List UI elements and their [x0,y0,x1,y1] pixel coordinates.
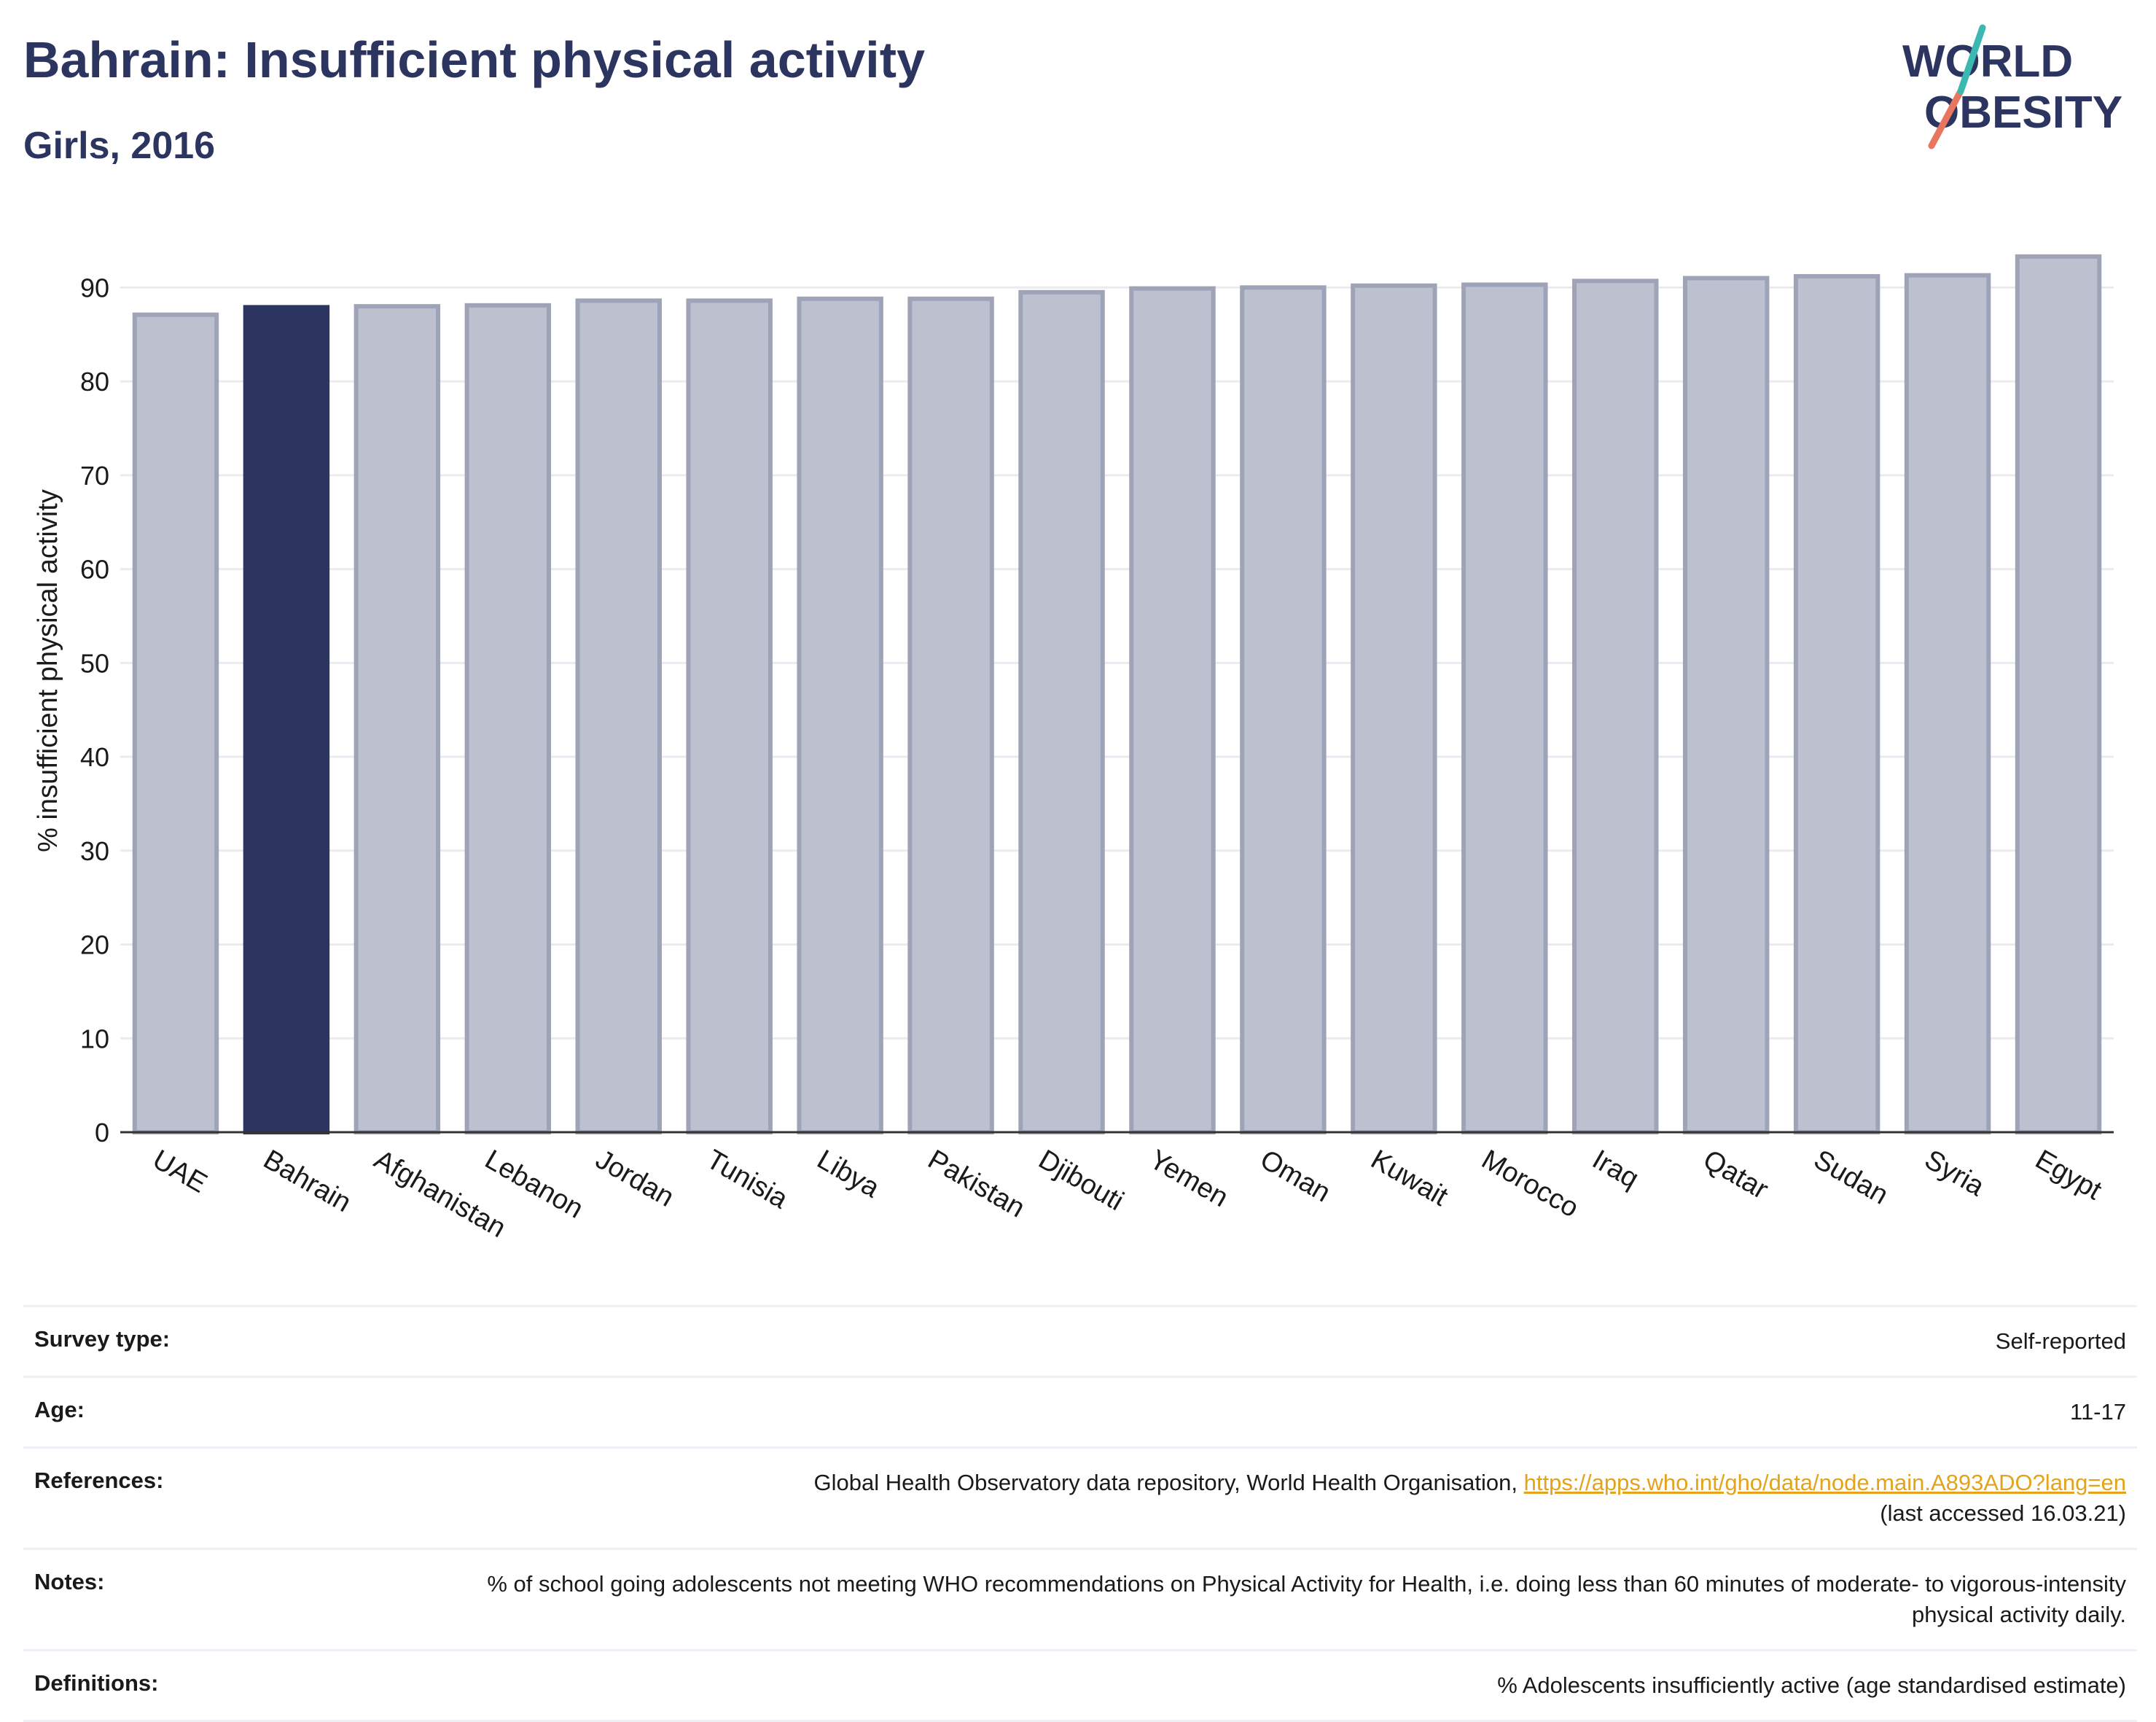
info-row: Definitions: % Adolescents insufficiently… [23,1649,2137,1722]
bar-jordan [575,298,662,1134]
x-tick-label: Kuwait [1366,1144,1453,1212]
gridlines [120,286,2114,1040]
info-value-text: % Adolescents insufficiently active (age… [1497,1672,2126,1698]
info-key: Age: [34,1397,85,1422]
y-tick-label: 90 [80,273,109,303]
bar-yemen [1129,286,1216,1135]
info-value-text: 11-17 [2070,1399,2126,1425]
chart-title: Bahrain: Insufficient physical activity [23,31,925,88]
info-table: Survey type: Self-reported Age: 11-17 Refere… [23,1305,2137,1722]
info-row: Survey type: Self-reported [23,1305,2137,1376]
logo-line1: WORLD [1902,36,2073,87]
x-tick-label: Bahrain [258,1144,356,1218]
info-value: % Adolescents insufficiently active (age… [1497,1670,2126,1701]
y-tick-label: 60 [80,555,109,585]
info-value-text-2: (last accessed 16.03.21) [1880,1500,2126,1526]
y-tick-label: 0 [95,1118,109,1148]
y-tick-label: 70 [80,461,109,491]
x-tick-label: Syria [1919,1144,1990,1202]
x-tick-label: Qatar [1698,1144,1773,1205]
reference-link[interactable]: https://apps.who.int/gho/data/node.main.… [1523,1470,2126,1495]
y-tick-label: 20 [80,930,109,960]
info-value-text: Global Health Observatory data repositor… [813,1470,1524,1495]
bars [132,254,2102,1135]
x-tick-label: Sudan [1808,1144,1893,1210]
y-tick-label: 50 [80,648,109,678]
bar-egypt [2015,254,2102,1134]
x-tick-label: Tunisia [701,1144,794,1215]
bar-pakistan [907,296,994,1134]
y-tick-label: 30 [80,836,109,866]
y-tick-label: 40 [80,742,109,772]
bar-syria [1904,273,1991,1134]
info-value: Self-reported [1996,1326,2126,1357]
bar-libya [797,296,883,1134]
bar-qatar [1682,276,1770,1134]
info-value: 11-17 [2070,1397,2126,1427]
info-key: Notes: [34,1569,105,1594]
info-row: References: Global Health Observatory dat… [23,1446,2137,1548]
bar-uae [132,312,219,1134]
bar-iraq [1572,278,1659,1135]
y-tick-label: 80 [80,367,109,397]
info-key: Definitions: [34,1670,159,1696]
x-tick-label: Djibouti [1034,1144,1129,1217]
x-tick-label: UAE [147,1144,212,1199]
bar-afghanistan [354,304,441,1134]
bar-tunisia [686,298,773,1134]
x-tick-label: Libya [812,1144,885,1204]
info-row: Age: 11-17 [23,1376,2137,1446]
bar-djibouti [1018,289,1105,1134]
bar-sudan [1793,273,1880,1134]
x-tick-label: Pakistan [923,1144,1030,1223]
bar-lebanon [464,303,552,1135]
bar-oman [1240,285,1327,1134]
y-tick-label: 10 [80,1024,109,1053]
info-value: % of school going adolescents not meetin… [413,1569,2126,1630]
x-tick-label: Yemen [1144,1144,1233,1213]
info-value-text: Self-reported [1995,1328,2126,1354]
info-row: Notes: % of school going adolescents not … [23,1548,2137,1649]
bar-bahrain [243,305,330,1134]
bar-morocco [1461,282,1548,1134]
x-tick-label: Iraq [1587,1144,1644,1194]
x-tick-label: Egypt [2030,1144,2107,1206]
info-value: Global Health Observatory data repositor… [814,1468,2126,1529]
info-value-text: % of school going adolescents not meetin… [487,1571,2126,1627]
bar-kuwait [1351,283,1437,1134]
x-tick-label: Morocco [1477,1144,1584,1223]
info-key: Survey type: [34,1326,171,1352]
chart-subtitle: Girls, 2016 [23,125,216,167]
world-obesity-logo: WORLD OBESITY [1902,24,2122,149]
y-axis-label: % insufficient physical activity [33,489,63,852]
x-tick-label: Oman [1255,1144,1336,1208]
info-key: References: [34,1468,164,1493]
x-tick-label: Jordan [590,1144,679,1212]
